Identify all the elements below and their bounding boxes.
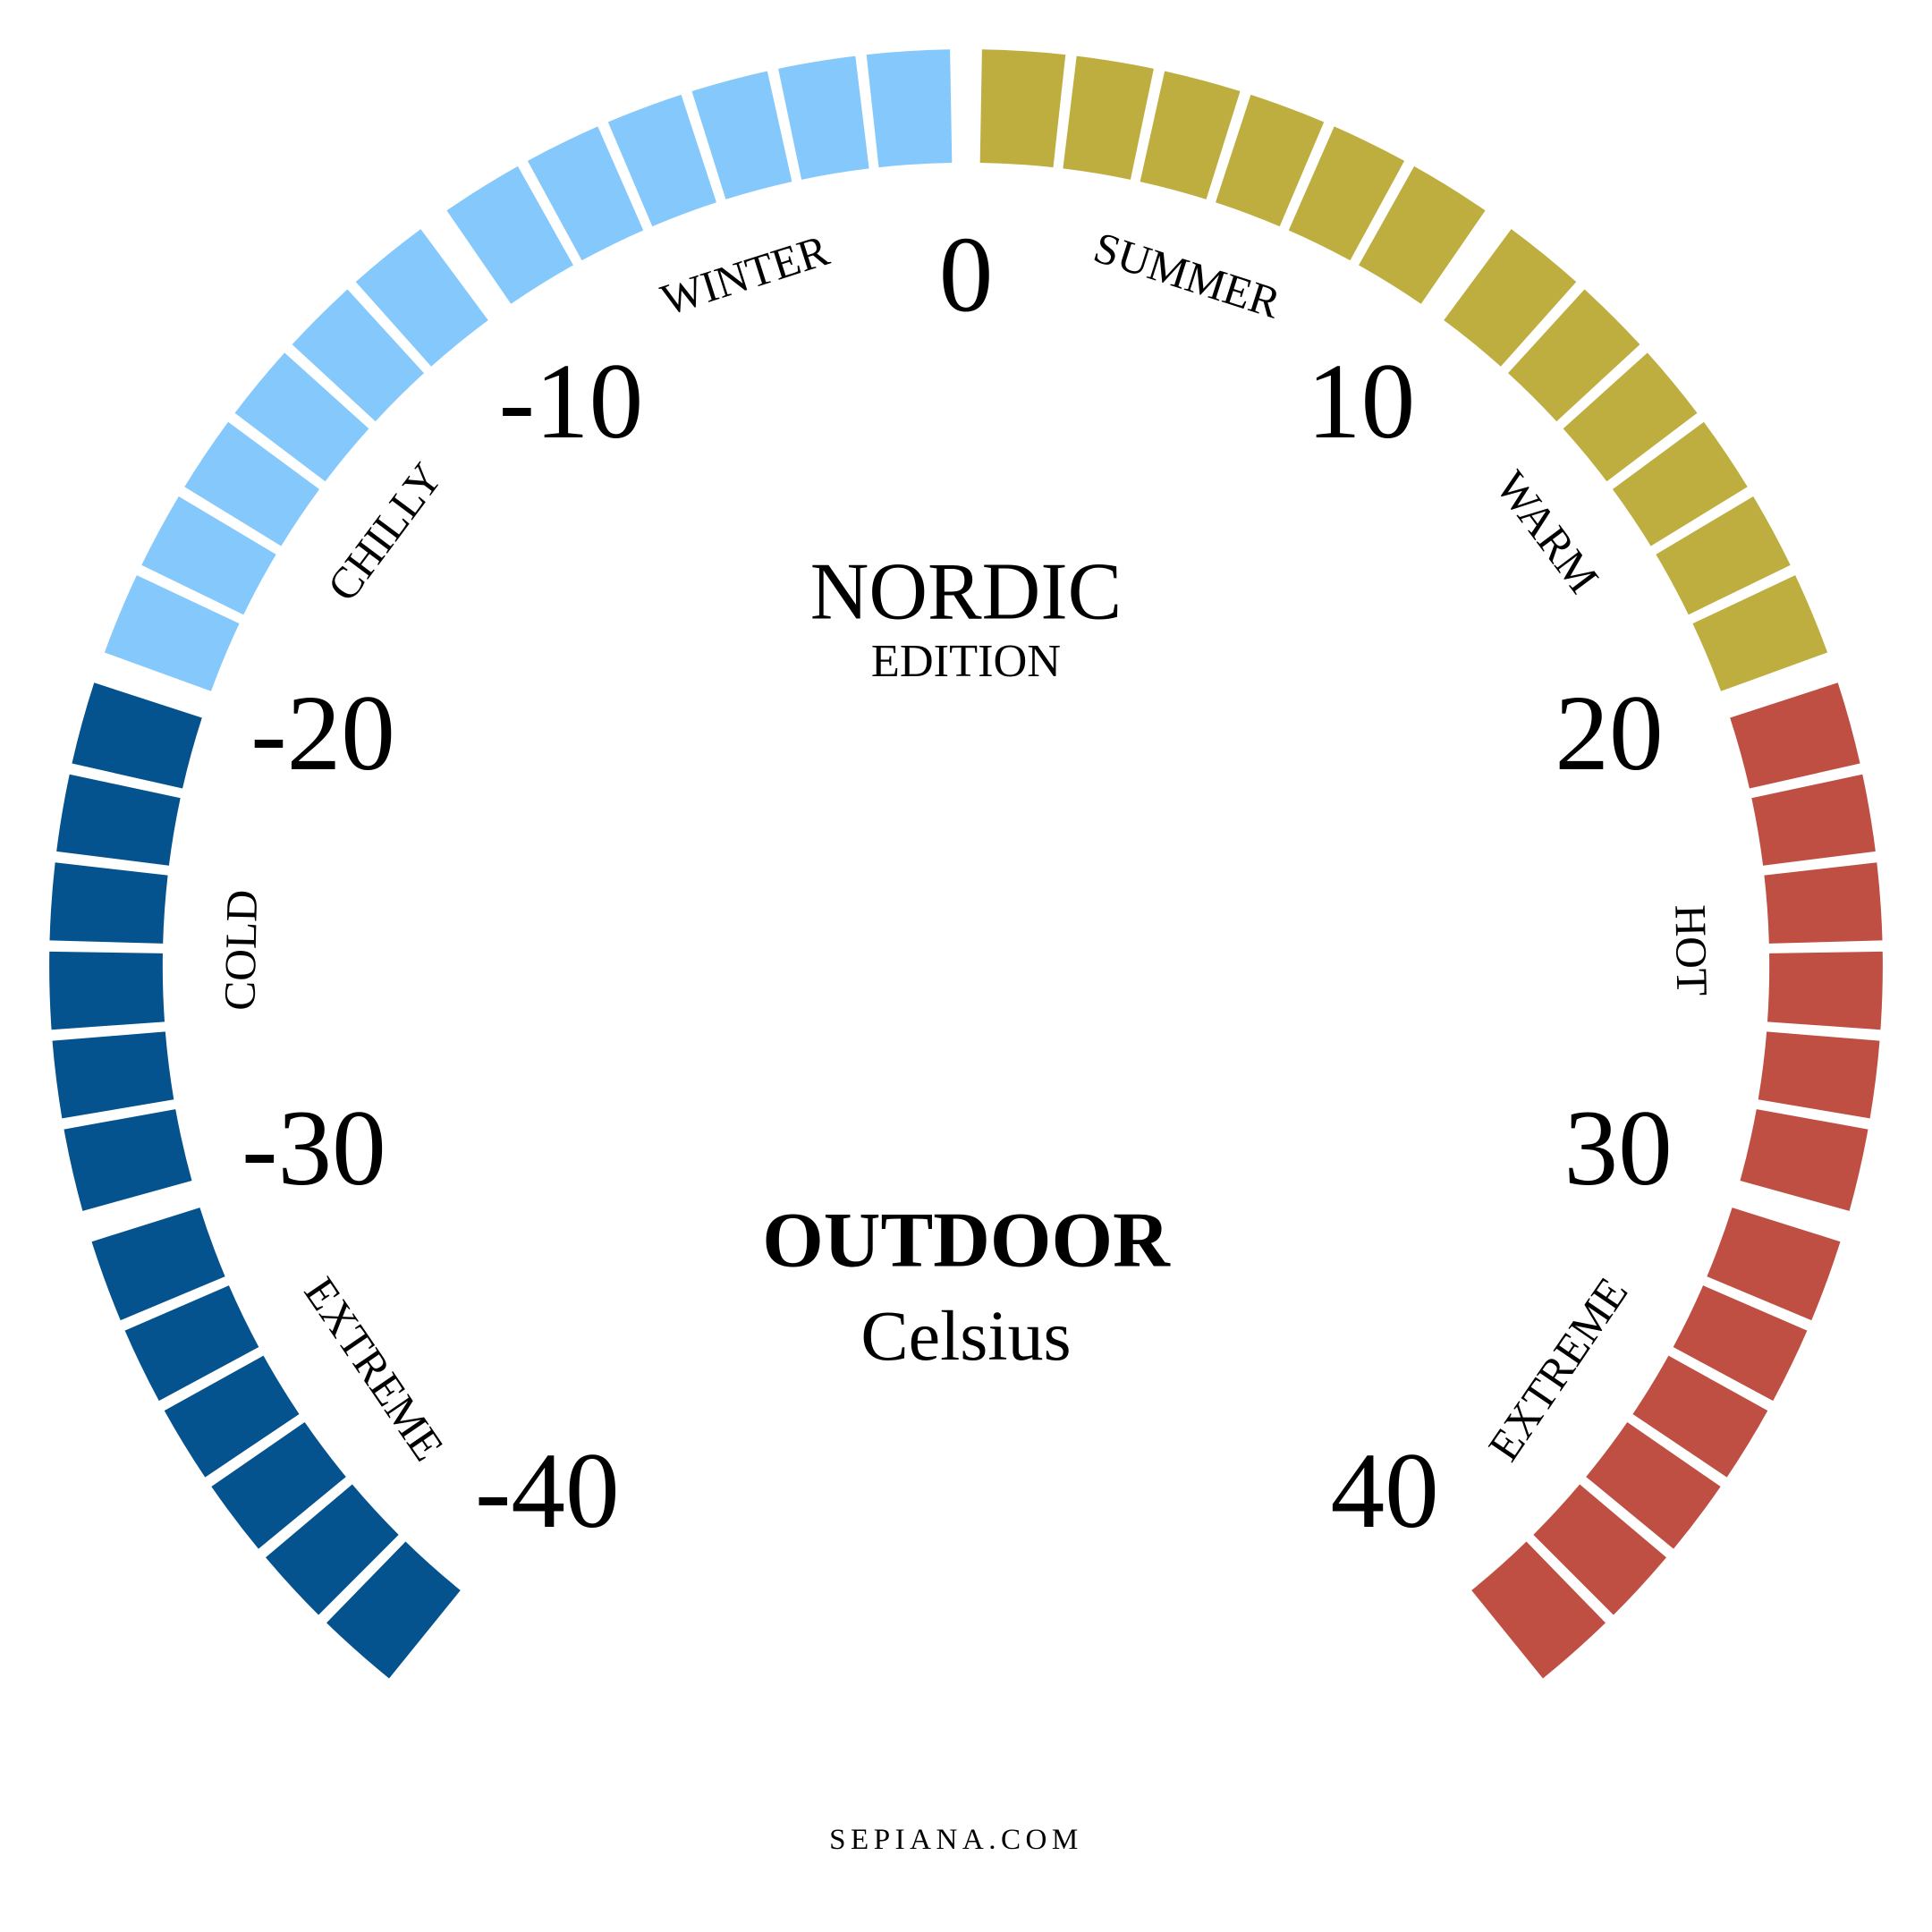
zone-segment (234, 352, 369, 482)
zone-segment (164, 1355, 300, 1478)
zone-segment (184, 421, 320, 547)
zone-segment (607, 94, 716, 227)
zone-segment (56, 774, 181, 866)
zone-segment (1758, 1031, 1880, 1119)
header-subtitle: EDITION (871, 635, 1061, 687)
zone-segment (1563, 352, 1698, 482)
tick-label: 0 (939, 215, 994, 335)
zone-segment (292, 289, 424, 422)
zone-segment (527, 126, 644, 261)
zone-label: SUMMER (1089, 223, 1286, 328)
header-title: NORDIC (810, 547, 1123, 637)
zone-segment (1288, 126, 1405, 261)
zone-segment (1586, 1422, 1721, 1549)
zone-segment (778, 55, 869, 180)
zone-segment (1673, 1285, 1808, 1402)
zone-segment (1140, 71, 1241, 199)
zone-segment (104, 575, 240, 691)
zone-segment (1740, 1109, 1868, 1211)
zone-segment (691, 71, 792, 199)
zone-segment (979, 49, 1066, 168)
zone-segment (141, 496, 276, 615)
center-title: OUTDOOR (762, 1197, 1171, 1284)
zone-segment (52, 1031, 174, 1119)
tick-label: 20 (1555, 674, 1663, 793)
zone-segment (446, 165, 573, 304)
zone-segment (64, 1109, 192, 1211)
zone-segment (1359, 165, 1486, 304)
zone-label: CHILLY (318, 453, 452, 610)
zone-segment (326, 1541, 461, 1679)
zone-segment (265, 1484, 399, 1615)
zone-segment (1508, 289, 1640, 422)
zone-label: EXTREME (295, 1268, 453, 1469)
zone-segment (1444, 229, 1577, 367)
zone-segment (1767, 951, 1883, 1030)
zone-segment (1632, 1355, 1768, 1478)
zone-segment (1063, 55, 1154, 180)
zone-label: WARM (1487, 462, 1608, 603)
zone-label: COLD (215, 889, 267, 1011)
zone-segment (49, 951, 165, 1030)
zone-segment (355, 229, 488, 367)
tick-label: 10 (1307, 342, 1415, 462)
tick-label: -10 (499, 342, 644, 462)
zone-segment (1612, 421, 1748, 547)
zone-segment (1533, 1484, 1667, 1615)
zone-segment (866, 49, 953, 168)
tick-label: 40 (1331, 1431, 1439, 1551)
zone-segment (1730, 682, 1860, 789)
zone-segment (1707, 1208, 1841, 1321)
zone-segment (1471, 1541, 1606, 1679)
tick-label: -20 (250, 674, 395, 793)
zone-segment (1751, 774, 1876, 866)
zone-segment (1216, 94, 1325, 227)
zone-segment (49, 862, 168, 944)
tick-label: -30 (242, 1089, 386, 1208)
center-unit: Celsius (860, 1297, 1071, 1376)
zone-label: HOT (1665, 904, 1716, 996)
zone-segment (1656, 496, 1791, 615)
zone-segment (91, 1208, 225, 1321)
zone-label: EXTREME (1479, 1268, 1637, 1469)
footer: SEPIANA.COM (829, 1824, 1083, 1856)
zone-segment (1764, 862, 1883, 944)
zone-label: WINTER (656, 225, 835, 325)
zone-segment (1692, 575, 1828, 691)
tick-label: -40 (475, 1431, 620, 1551)
tick-label: 30 (1563, 1089, 1672, 1208)
zone-segment (124, 1285, 259, 1402)
zone-segment (72, 682, 202, 789)
zone-segment (211, 1422, 346, 1549)
